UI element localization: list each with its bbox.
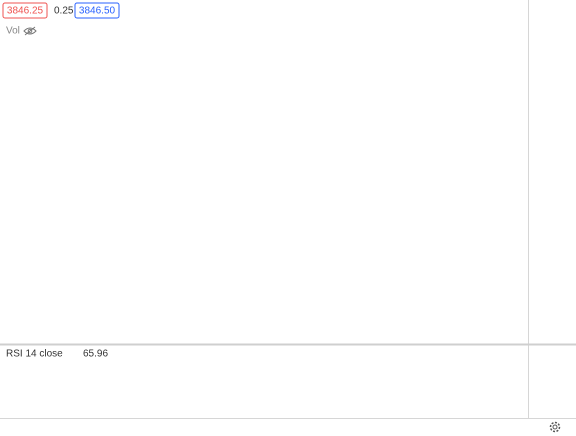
ask-box: [74, 2, 120, 19]
rsi-title: RSI 14 close: [6, 349, 63, 360]
settings-icon[interactable]: [549, 421, 561, 433]
volume-label: Vol: [6, 26, 20, 37]
bid-box: [2, 2, 48, 19]
eye-icon[interactable]: [23, 26, 37, 36]
quote-header: 3846.25 0.25 3846.50 Vol: [2, 2, 120, 37]
spread: 0.25: [54, 6, 74, 17]
bid-price: 3846.25: [7, 6, 44, 17]
rsi-last: 65.96: [83, 349, 108, 360]
ask-price: 3846.50: [79, 6, 116, 17]
